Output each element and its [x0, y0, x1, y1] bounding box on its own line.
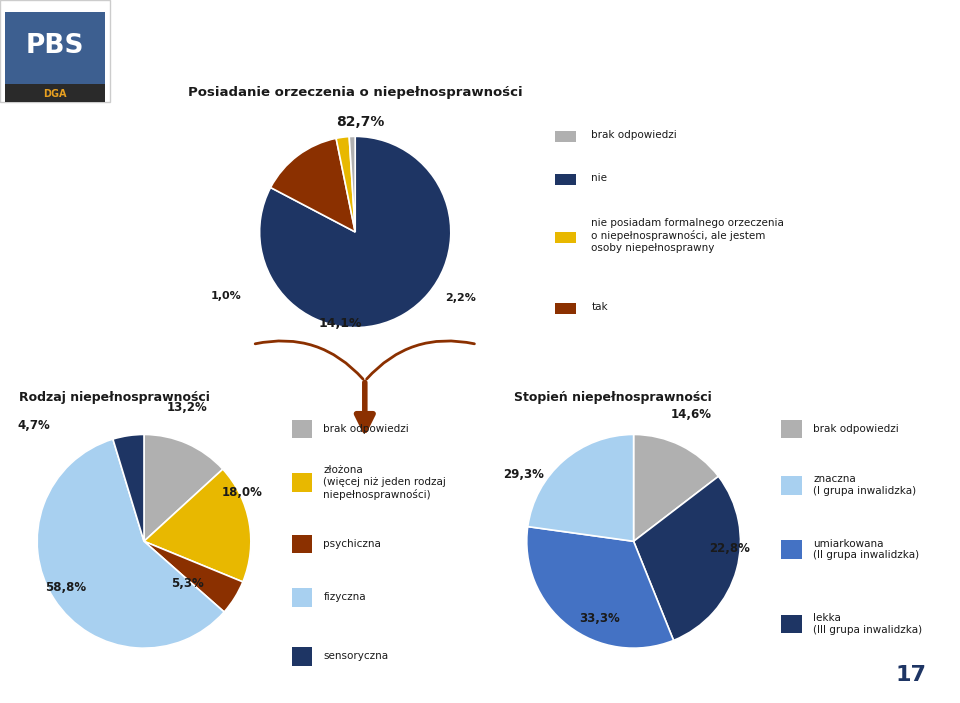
FancyBboxPatch shape [555, 131, 576, 142]
FancyBboxPatch shape [5, 12, 105, 90]
FancyBboxPatch shape [293, 420, 312, 439]
FancyBboxPatch shape [781, 540, 803, 559]
FancyBboxPatch shape [5, 84, 105, 102]
Wedge shape [528, 434, 634, 541]
FancyBboxPatch shape [555, 303, 576, 314]
Text: 33,3%: 33,3% [580, 612, 620, 625]
Text: brak odpowiedzi: brak odpowiedzi [813, 424, 899, 434]
FancyBboxPatch shape [293, 647, 312, 666]
Text: 5,3%: 5,3% [171, 577, 204, 590]
Text: 14,6%: 14,6% [671, 408, 711, 421]
FancyBboxPatch shape [293, 534, 312, 553]
FancyBboxPatch shape [0, 0, 110, 102]
Wedge shape [113, 434, 144, 541]
Text: 18,0%: 18,0% [222, 486, 262, 498]
Text: 1,0%: 1,0% [210, 291, 241, 301]
Text: brak odpowiedzi: brak odpowiedzi [591, 130, 677, 140]
FancyBboxPatch shape [293, 473, 312, 492]
Wedge shape [527, 527, 674, 648]
Title: Posiadanie orzeczenia o niepełnosprawności: Posiadanie orzeczenia o niepełnosprawnoś… [188, 86, 522, 99]
Text: nie: nie [591, 173, 608, 183]
Text: złożona
(więcej niż jeden rodzaj
niepełnosprawności): złożona (więcej niż jeden rodzaj niepełn… [324, 465, 446, 500]
Text: znaczna
(I grupa inwalidzka): znaczna (I grupa inwalidzka) [813, 475, 916, 496]
Wedge shape [349, 136, 355, 232]
Text: „Analiza regionalnych rynków pracy województwa pomorskiego”: „Analiza regionalnych rynków pracy wojew… [120, 18, 481, 29]
Text: lekka
(III grupa inwalidzka): lekka (III grupa inwalidzka) [813, 613, 923, 635]
Text: 17: 17 [896, 666, 926, 685]
Text: PBS: PBS [26, 33, 84, 59]
Wedge shape [144, 469, 251, 582]
Text: umiarkowana
(II grupa inwalidzka): umiarkowana (II grupa inwalidzka) [813, 538, 920, 560]
Text: 2,2%: 2,2% [445, 293, 476, 303]
Text: DGA: DGA [43, 89, 66, 99]
Wedge shape [336, 136, 355, 232]
Wedge shape [271, 138, 355, 232]
FancyBboxPatch shape [293, 588, 312, 607]
Wedge shape [37, 439, 224, 648]
FancyBboxPatch shape [781, 476, 803, 495]
Text: sensoryczna: sensoryczna [324, 651, 389, 662]
FancyBboxPatch shape [781, 614, 803, 633]
Wedge shape [259, 136, 451, 328]
FancyBboxPatch shape [781, 420, 803, 439]
Text: nie posiadam formalnego orzeczenia
o niepełnosprawności, ale jestem
osoby niepeł: nie posiadam formalnego orzeczenia o nie… [591, 219, 784, 253]
Text: 82,7%: 82,7% [336, 115, 384, 129]
Text: 58,8%: 58,8% [45, 581, 85, 593]
Text: 13,2%: 13,2% [167, 401, 207, 414]
Text: Rodzaj niepełnosprawności: Rodzaj niepełnosprawności [19, 391, 210, 404]
Text: psychiczna: psychiczna [324, 539, 381, 549]
Text: tak: tak [591, 302, 608, 312]
Text: 29,3%: 29,3% [503, 468, 543, 481]
Text: Charakterystyka próby - niepełnosprawność: Charakterystyka próby - niepełnosprawnoś… [120, 49, 641, 70]
FancyBboxPatch shape [555, 174, 576, 186]
Text: fizyczna: fizyczna [324, 593, 366, 602]
Text: brak odpowiedzi: brak odpowiedzi [324, 424, 409, 434]
FancyBboxPatch shape [555, 231, 576, 243]
Wedge shape [634, 477, 740, 640]
Text: 14,1%: 14,1% [319, 317, 363, 330]
Wedge shape [144, 434, 223, 541]
Text: 4,7%: 4,7% [17, 419, 50, 432]
Text: 22,8%: 22,8% [709, 542, 750, 555]
Text: Stopień niepełnosprawności: Stopień niepełnosprawności [514, 391, 711, 404]
Wedge shape [634, 434, 718, 541]
Wedge shape [144, 541, 243, 612]
